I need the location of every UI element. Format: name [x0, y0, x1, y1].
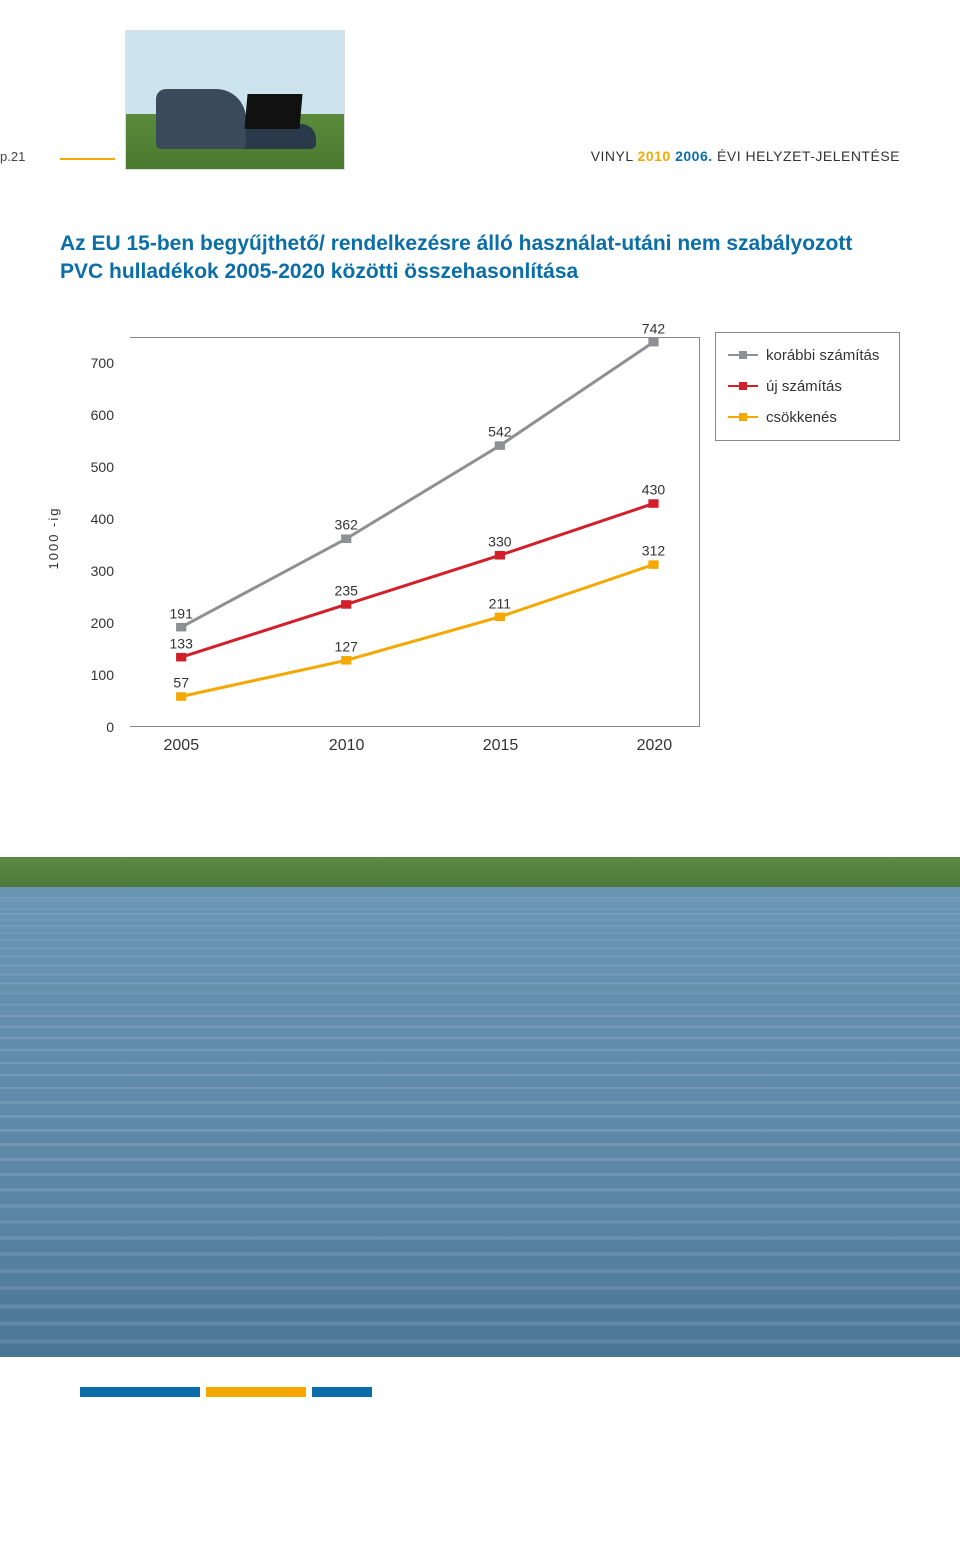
document-title: VINYL 2010 2006. ÉVI HELYZET-JELENTÉSE — [355, 148, 960, 170]
person-with-laptop-icon — [156, 59, 316, 149]
page-header: p.21 VINYL 2010 2006. ÉVI HELYZET-JELENT… — [0, 20, 960, 170]
footer-bar — [312, 1387, 372, 1397]
y-tick: 400 — [91, 511, 114, 527]
chart-section: Az EU 15-ben begyűjthető/ rendelkezésre … — [60, 230, 900, 757]
chart-title: Az EU 15-ben begyűjthető/ rendelkezésre … — [60, 230, 900, 287]
x-tick: 2015 — [483, 737, 519, 755]
y-axis-ticks: 0 100 200 300 400 500 600 700 — [80, 337, 120, 757]
chart-plot: 19136254274213323533043057127211312 — [130, 337, 700, 727]
data-point-label: 191 — [170, 605, 193, 621]
y-tick: 600 — [91, 407, 114, 423]
footer-bar — [80, 1387, 200, 1397]
data-point-label: 312 — [642, 543, 665, 559]
data-point-label: 742 — [642, 320, 665, 336]
legend-marker — [728, 412, 758, 422]
data-point-label: 362 — [335, 517, 358, 533]
data-point-label: 235 — [335, 583, 358, 599]
page-number: p.21 — [0, 149, 50, 170]
x-axis-ticks: 2005 2010 2015 2020 — [130, 733, 700, 757]
data-point-label: 430 — [642, 482, 665, 498]
legend-label: csökkenés — [766, 409, 837, 426]
data-point-label: 57 — [173, 675, 189, 691]
header-rule — [60, 158, 115, 160]
footer-bars — [80, 1387, 960, 1397]
title-2006: 2006. — [675, 148, 713, 164]
legend-marker — [728, 381, 758, 391]
legend-item: korábbi számítás — [728, 347, 887, 364]
x-tick: 2005 — [164, 737, 200, 755]
footer-bar — [206, 1387, 306, 1397]
data-point-label: 133 — [170, 635, 193, 651]
y-tick: 300 — [91, 563, 114, 579]
y-tick: 200 — [91, 615, 114, 631]
y-tick: 500 — [91, 459, 114, 475]
legend-item: csökkenés — [728, 409, 887, 426]
chart-lines — [130, 338, 699, 726]
data-point-label: 542 — [488, 424, 511, 440]
stadium-photo — [0, 857, 960, 1357]
title-rest: ÉVI HELYZET-JELENTÉSE — [717, 148, 900, 164]
data-point-label: 330 — [488, 533, 511, 549]
header-photo — [125, 30, 345, 170]
y-tick: 100 — [91, 667, 114, 683]
title-vinyl: VINYL — [591, 148, 633, 164]
chart-legend: korábbi számítás új számítás csökkenés — [715, 332, 900, 441]
legend-item: új számítás — [728, 378, 887, 395]
legend-label: korábbi számítás — [766, 347, 879, 364]
data-point-label: 127 — [335, 638, 358, 654]
data-point-label: 211 — [489, 595, 511, 611]
y-tick: 700 — [91, 355, 114, 371]
x-tick: 2020 — [637, 737, 673, 755]
legend-marker — [728, 350, 758, 360]
y-tick: 0 — [106, 719, 114, 735]
chart-area: 1000 -ig 0100200300400500600700 19136254… — [70, 337, 900, 757]
y-axis-label: 1000 -ig — [46, 507, 61, 570]
x-tick: 2010 — [329, 737, 365, 755]
legend-label: új számítás — [766, 378, 842, 395]
title-2010: 2010 — [638, 148, 671, 164]
